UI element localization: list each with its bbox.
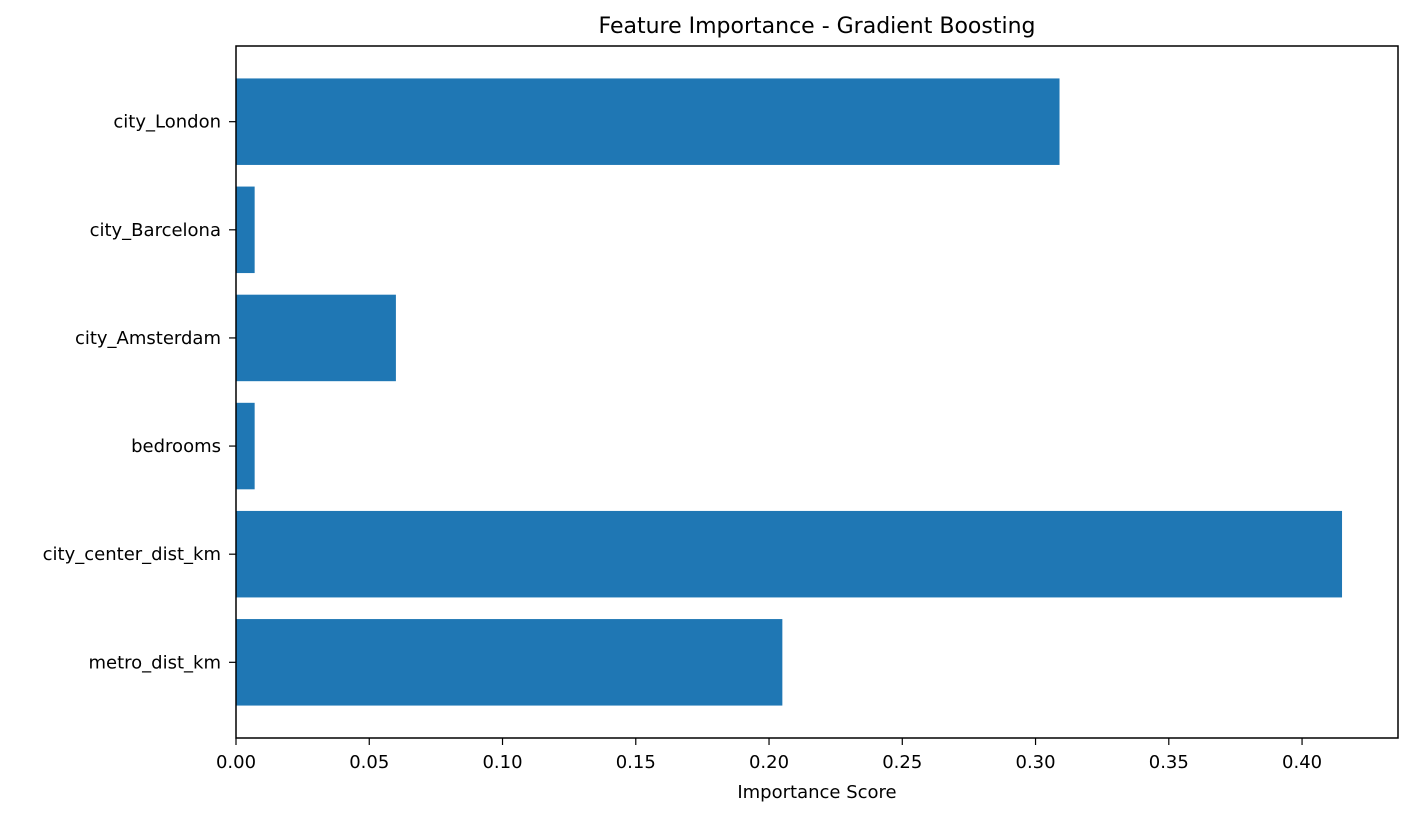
y-tick-label: city_center_dist_km [43, 544, 221, 565]
chart-title: Feature Importance - Gradient Boosting [599, 14, 1036, 39]
y-tick-label: city_Amsterdam [75, 328, 221, 349]
x-tick-label: 0.40 [1282, 752, 1322, 773]
x-tick-label: 0.10 [482, 752, 522, 773]
bar-city_London [236, 78, 1060, 165]
bar-bedrooms [236, 402, 255, 490]
y-tick-label: city_London [113, 112, 221, 133]
x-tick-label: 0.15 [616, 752, 656, 773]
x-tick-label: 0.00 [216, 752, 256, 773]
x-tick-label: 0.20 [749, 752, 789, 773]
y-tick-label: bedrooms [131, 436, 221, 457]
bar-city_center_dist_km [236, 510, 1343, 598]
x-tick-label: 0.35 [1149, 752, 1189, 773]
plot-area: metro_dist_km city_center_dist_km bedrooms… [43, 78, 1343, 773]
bar-city_Amsterdam [236, 294, 396, 382]
y-tick-label: city_Barcelona [90, 220, 221, 241]
bar-city_Barcelona [236, 186, 255, 274]
axes-frame [235, 45, 1399, 739]
y-tick-label: metro_dist_km [88, 652, 221, 673]
x-tick-label: 0.30 [1016, 752, 1056, 773]
x-tick-label: 0.25 [882, 752, 922, 773]
bar-metro_dist_km [236, 619, 783, 706]
x-tick-label: 0.05 [349, 752, 389, 773]
x-axis-label: Importance Score [737, 782, 896, 803]
